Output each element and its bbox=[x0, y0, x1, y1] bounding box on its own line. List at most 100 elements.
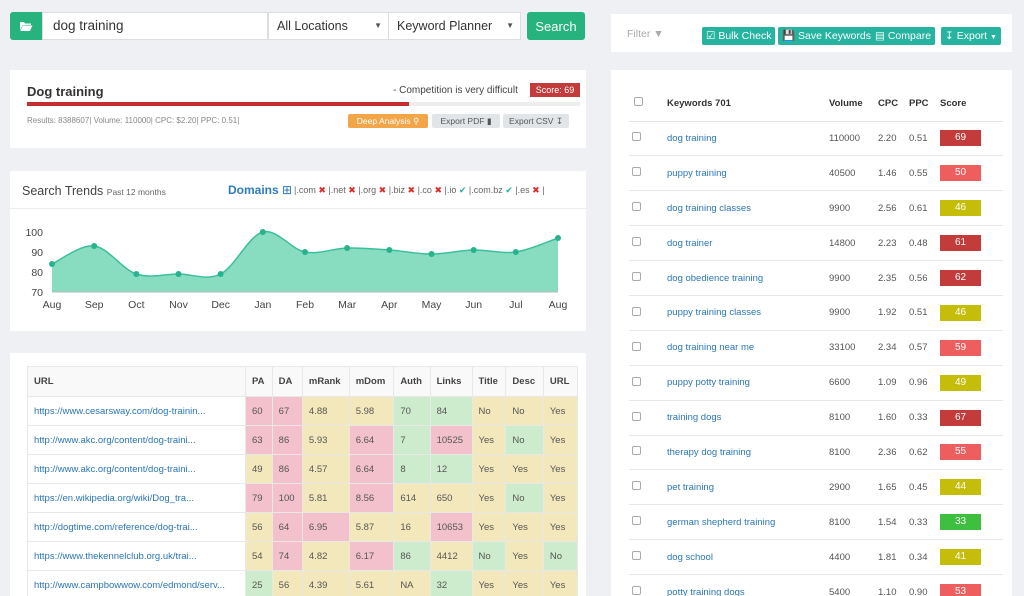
trend-point[interactable] bbox=[259, 229, 266, 235]
row-checkbox[interactable] bbox=[632, 481, 641, 491]
row-checkbox[interactable] bbox=[632, 586, 641, 596]
keyword-link[interactable]: dog school bbox=[667, 539, 829, 576]
column-header[interactable]: DA bbox=[271, 366, 303, 397]
url-link[interactable]: http://www.campbowwow.com/edmond/serv... bbox=[27, 570, 246, 596]
trend-point[interactable] bbox=[386, 247, 393, 253]
tld-item: | bbox=[542, 185, 544, 195]
search-trends-card: Search Trends Past 12 months Domains ⊞ |… bbox=[10, 171, 586, 331]
url-link[interactable]: http://www.akc.org/content/dog-traini... bbox=[27, 425, 246, 455]
trend-point[interactable] bbox=[344, 245, 351, 251]
metric-cell: Yes bbox=[542, 425, 579, 455]
row-checkbox[interactable] bbox=[632, 306, 641, 316]
column-header[interactable]: mRank bbox=[301, 366, 350, 397]
check-icon: ✔ bbox=[505, 185, 516, 195]
metric-cell: 67 bbox=[271, 396, 303, 426]
keyword-link[interactable]: puppy training bbox=[667, 155, 829, 192]
keyword-link[interactable]: dog training near me bbox=[667, 330, 829, 366]
keyword-link[interactable]: dog obedience training bbox=[667, 260, 829, 296]
keyword-row: dog training near me 33100 2.34 0.57 59 bbox=[629, 330, 1003, 366]
metric-cell: 49 bbox=[244, 454, 273, 484]
trend-point[interactable] bbox=[175, 271, 182, 277]
keyword-link[interactable]: therapy dog training bbox=[667, 435, 829, 471]
domains-label: Domains bbox=[228, 183, 279, 197]
deep-analysis-button[interactable]: Deep Analysis ⚲ bbox=[348, 114, 428, 128]
export-button[interactable]: ↧ Export ▼ bbox=[941, 27, 1001, 45]
column-header[interactable]: PA bbox=[244, 366, 273, 397]
row-checkbox[interactable] bbox=[632, 446, 641, 456]
trend-point[interactable] bbox=[512, 249, 519, 255]
url-link[interactable]: https://en.wikipedia.org/wiki/Dog_tra... bbox=[27, 483, 246, 513]
url-link[interactable]: https://www.thekennelclub.org.uk/trai... bbox=[27, 541, 246, 571]
compare-button[interactable]: ▤ Compare bbox=[871, 27, 936, 45]
export-csv-button[interactable]: Export CSV ↧ bbox=[503, 114, 569, 128]
column-header[interactable]: Desc bbox=[505, 366, 544, 397]
keyword-link[interactable]: dog training bbox=[667, 121, 829, 157]
row-checkbox[interactable] bbox=[632, 411, 641, 421]
metric-cell: Yes bbox=[471, 454, 507, 484]
search-input[interactable]: dog training bbox=[42, 12, 268, 40]
url-link[interactable]: http://dogtime.com/reference/dog-trai... bbox=[27, 512, 246, 542]
export-label: Export bbox=[956, 30, 988, 42]
keyword-link[interactable]: pet training bbox=[667, 469, 829, 506]
select-all-checkbox[interactable] bbox=[629, 86, 667, 122]
export-pdf-button[interactable]: Export PDF ▮ bbox=[432, 114, 500, 128]
row-checkbox[interactable] bbox=[632, 376, 641, 386]
column-header[interactable]: mDom bbox=[348, 366, 395, 397]
folder-open-icon[interactable] bbox=[10, 12, 42, 40]
filter-toggle[interactable]: Filter ▼ bbox=[627, 28, 664, 40]
save-keywords-label: Save Keywords bbox=[798, 30, 871, 42]
row-checkbox[interactable] bbox=[632, 237, 641, 247]
divider bbox=[10, 208, 586, 209]
keyword-link[interactable]: training dogs bbox=[667, 400, 829, 436]
row-checkbox-cell bbox=[629, 295, 667, 331]
save-icon: 💾 bbox=[782, 30, 796, 42]
location-select[interactable]: All Locations ▼ bbox=[268, 12, 389, 40]
trend-point[interactable] bbox=[428, 251, 435, 257]
checkbox-icon[interactable] bbox=[634, 97, 643, 107]
column-header[interactable]: Auth bbox=[393, 366, 431, 397]
source-select[interactable]: Keyword Planner ▼ bbox=[389, 12, 521, 40]
url-link[interactable]: http://www.akc.org/content/dog-traini... bbox=[27, 454, 246, 484]
trend-point[interactable] bbox=[555, 235, 561, 241]
row-checkbox[interactable] bbox=[632, 341, 641, 351]
row-checkbox[interactable] bbox=[632, 167, 641, 177]
row-checkbox[interactable] bbox=[632, 272, 641, 281]
keyword-link[interactable]: dog trainer bbox=[667, 225, 829, 262]
trend-point[interactable] bbox=[302, 249, 308, 255]
domains-link[interactable]: Domains ⊞ bbox=[228, 183, 292, 197]
column-header[interactable]: URL bbox=[542, 366, 579, 397]
cpc-cell: 1.65 bbox=[878, 469, 909, 506]
trend-point[interactable] bbox=[217, 271, 224, 277]
row-checkbox[interactable] bbox=[632, 551, 641, 561]
score-cell: 46 bbox=[940, 295, 1003, 331]
keyword-link[interactable]: puppy training classes bbox=[667, 295, 829, 331]
search-button[interactable]: Search bbox=[527, 12, 585, 40]
keyword-link[interactable]: german shepherd training bbox=[667, 504, 829, 541]
cpc-cell: 2.35 bbox=[878, 260, 909, 296]
url-link[interactable]: https://www.cesarsway.com/dog-trainin... bbox=[27, 396, 246, 426]
trend-area bbox=[52, 231, 558, 292]
save-keywords-button[interactable]: 💾 Save Keywords bbox=[778, 27, 875, 45]
keyword-link[interactable]: potty training dogs bbox=[667, 574, 829, 596]
row-checkbox[interactable] bbox=[632, 516, 641, 526]
metric-cell: 7 bbox=[393, 425, 431, 455]
keyword-link[interactable]: puppy potty training bbox=[667, 365, 829, 401]
column-header[interactable]: Title bbox=[471, 366, 507, 397]
trend-point[interactable] bbox=[133, 271, 140, 277]
trend-point[interactable] bbox=[91, 243, 98, 249]
bulk-check-button[interactable]: ☑ Bulk Check bbox=[702, 27, 776, 45]
trend-point[interactable] bbox=[49, 261, 55, 267]
metric-cell: 100 bbox=[271, 483, 303, 513]
tld-list: |.com ✖ |.net ✖ |.org ✖ |.biz ✖ |.co ✖ |… bbox=[294, 185, 545, 196]
row-checkbox[interactable] bbox=[632, 132, 641, 142]
keyword-row: dog trainer 14800 2.23 0.48 61 bbox=[629, 225, 1003, 262]
score-cell: 55 bbox=[940, 435, 1003, 471]
score-cell: 49 bbox=[940, 365, 1003, 401]
row-checkbox-cell bbox=[629, 539, 667, 576]
column-header[interactable]: URL bbox=[27, 366, 246, 397]
column-header[interactable]: Links bbox=[429, 366, 473, 397]
row-checkbox[interactable] bbox=[632, 202, 641, 212]
trends-title: Search Trends Past 12 months bbox=[22, 184, 166, 198]
keyword-link[interactable]: dog training classes bbox=[667, 190, 829, 227]
trend-point[interactable] bbox=[470, 247, 477, 253]
